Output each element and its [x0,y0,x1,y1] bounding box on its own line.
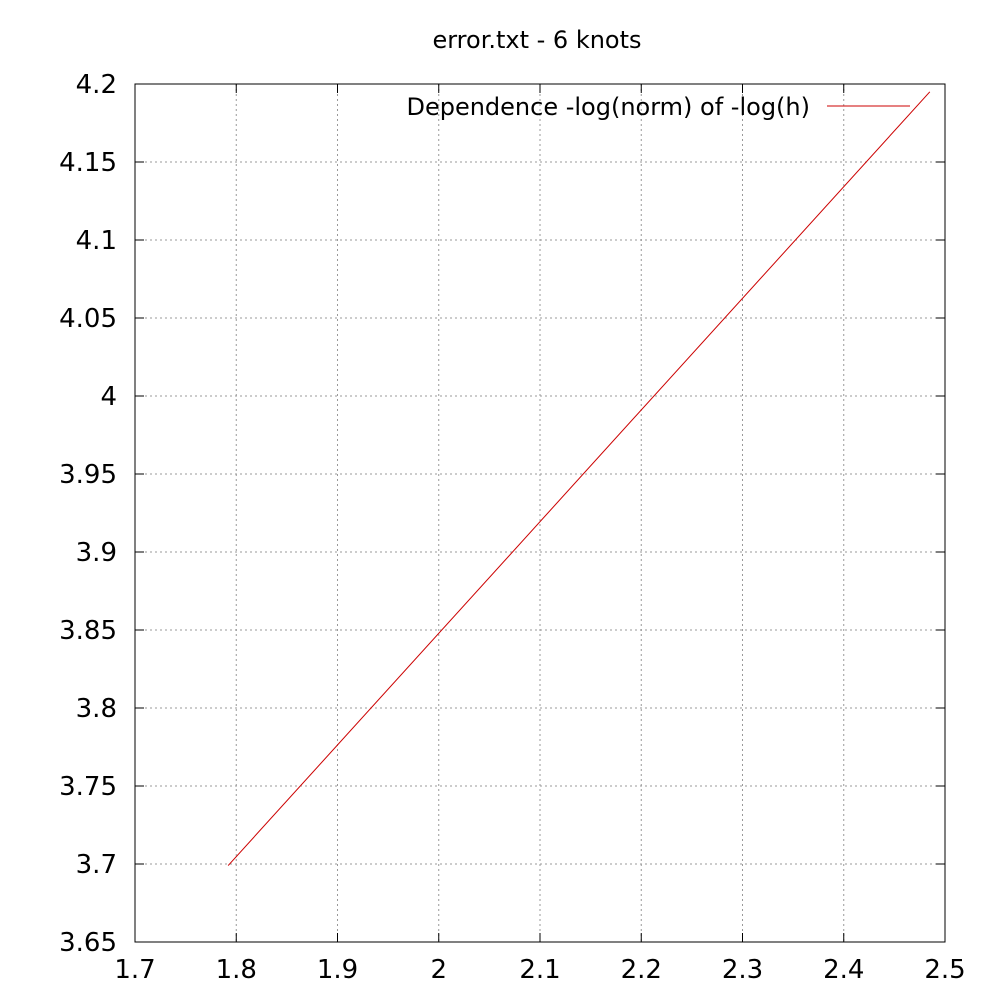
y-tick-label: 4.05 [59,304,117,334]
axis-ticks [134,83,946,943]
y-tick-label: 3.95 [59,460,117,490]
chart-title: error.txt - 6 knots [432,26,641,54]
legend-label: Dependence -log(norm) of -log(h) [406,93,810,121]
y-tick-label: 3.85 [59,616,117,646]
legend: Dependence -log(norm) of -log(h) [406,93,910,121]
x-tick-label: 2.4 [823,955,864,985]
y-tick-label: 3.75 [59,772,117,802]
grid [135,84,945,942]
x-tick-label: 2.2 [621,955,662,985]
y-tick-label: 4.2 [76,70,117,100]
y-tick-label: 3.7 [76,850,117,880]
x-axis-tick-labels: 1.7 1.8 1.9 2 2.1 2.2 2.3 2.4 2.5 [114,955,965,985]
y-axis-tick-labels: 3.65 3.7 3.75 3.8 3.85 3.9 3.95 4 4.05 4.1 4.15 4.2 [59,70,117,958]
x-tick-label: 2 [430,955,447,985]
x-tick-label: 1.9 [317,955,358,985]
x-tick-label: 1.7 [114,955,155,985]
y-tick-label: 4 [100,382,117,412]
x-tick-label: 2.3 [722,955,763,985]
series-group [227,91,931,866]
plot-frame [134,83,946,943]
y-tick-label: 3.65 [59,928,117,958]
x-tick-label: 2.5 [924,955,965,985]
x-tick-label: 1.8 [216,955,257,985]
y-tick-label: 4.15 [59,148,117,178]
y-tick-label: 3.8 [76,694,117,724]
y-tick-label: 4.1 [76,226,117,256]
y-tick-label: 3.9 [76,538,117,568]
series-line [227,91,931,866]
x-tick-label: 2.1 [519,955,560,985]
